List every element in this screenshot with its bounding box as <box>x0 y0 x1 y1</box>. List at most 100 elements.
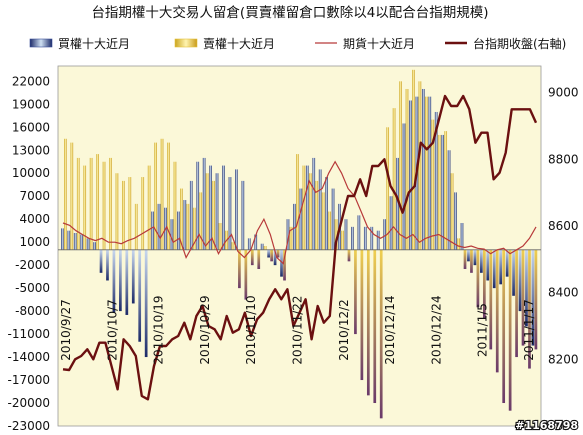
bar-put-top10 <box>83 165 87 250</box>
bar-put-top10 <box>373 249 377 404</box>
bar-put-top10 <box>263 246 267 250</box>
bar-call-top10 <box>67 230 71 250</box>
bar-put-top10 <box>489 249 493 350</box>
bar-put-top10 <box>250 249 254 266</box>
bar-put-top10 <box>270 249 273 262</box>
bar-call-top10 <box>247 238 251 250</box>
bar-call-top10 <box>151 211 154 250</box>
y-left-tick-label: -8000 <box>15 304 50 318</box>
bar-put-top10 <box>180 188 183 250</box>
bar-call-top10 <box>215 173 219 250</box>
legend-label: 買權十大近月 <box>58 37 130 51</box>
x-tick-label: 2011/1/5 <box>476 303 490 357</box>
bar-call-top10 <box>434 111 438 250</box>
bar-call-top10 <box>505 249 509 277</box>
bar-call-top10 <box>131 249 135 304</box>
bar-put-top10 <box>96 154 99 250</box>
bar-put-top10 <box>89 157 93 250</box>
bar-call-top10 <box>421 88 425 250</box>
bar-put-top10 <box>528 249 531 369</box>
bar-put-top10 <box>482 249 486 319</box>
bar-put-top10 <box>134 203 138 250</box>
y-left-tick-label: -23000 <box>7 419 50 433</box>
bar-call-top10 <box>312 157 316 250</box>
bar-put-top10 <box>283 249 286 281</box>
bar-put-top10 <box>502 249 506 404</box>
x-tick-label: 2010/10/19 <box>152 295 166 364</box>
bar-call-top10 <box>305 165 309 250</box>
bar-put-top10 <box>308 173 312 250</box>
bar-put-top10 <box>341 230 344 250</box>
bar-call-top10 <box>486 249 490 281</box>
bar-call-top10 <box>492 249 496 289</box>
bar-put-top10 <box>334 219 338 250</box>
y-left-tick-label: 1000 <box>19 235 50 249</box>
legend-label: 台指期收盤(右軸) <box>473 36 566 51</box>
bar-call-top10 <box>138 249 142 342</box>
bar-call-top10 <box>170 219 174 250</box>
bar-put-top10 <box>64 138 67 250</box>
bar-put-top10 <box>289 226 293 250</box>
legend: 買權十大近月 賣權十大近月 期貨十大近月 台指期收盤(右軸) <box>29 36 566 51</box>
bar-call-top10 <box>119 249 122 312</box>
bar-put-top10 <box>386 127 390 250</box>
bar-put-top10 <box>366 249 370 396</box>
bar-call-top10 <box>409 100 412 250</box>
bar-call-top10 <box>61 228 64 250</box>
y-right-tick-label: 8000 <box>548 419 579 433</box>
bar-call-top10 <box>106 249 109 281</box>
bar-put-top10 <box>412 69 415 250</box>
legend-label: 賣權十大近月 <box>203 36 275 51</box>
bar-call-top10 <box>112 249 116 313</box>
bar-call-top10 <box>525 249 528 327</box>
bar-put-top10 <box>521 249 525 346</box>
y-right-tick-label: 8800 <box>548 152 579 166</box>
bar-put-top10 <box>296 154 299 250</box>
y-left-tick-label: 7000 <box>19 189 50 203</box>
bar-put-top10 <box>109 157 112 250</box>
bar-put-top10 <box>495 249 499 373</box>
bar-put-top10 <box>212 180 215 250</box>
bar-put-top10 <box>238 249 241 289</box>
bar-put-top10 <box>354 249 357 335</box>
bar-call-top10 <box>293 203 296 250</box>
bar-put-top10 <box>444 131 448 250</box>
bar-call-top10 <box>86 238 90 250</box>
bar-put-top10 <box>160 138 164 250</box>
lines-layer <box>62 94 538 401</box>
bar-call-top10 <box>286 219 290 250</box>
bar-put-top10 <box>173 161 177 250</box>
bar-put-top10 <box>276 249 280 258</box>
bar-call-top10 <box>125 249 129 315</box>
annotation-id: #1168798 <box>515 419 578 432</box>
y-left-tick-label: 4000 <box>19 212 50 226</box>
bar-call-top10 <box>460 223 464 250</box>
bar-put-top10 <box>147 165 151 250</box>
bar-call-top10 <box>235 169 238 250</box>
bar-put-top10 <box>450 173 454 250</box>
bar-call-top10 <box>454 192 457 250</box>
bar-call-top10 <box>202 157 206 250</box>
bar-put-top10 <box>102 161 106 250</box>
bar-call-top10 <box>383 219 387 250</box>
legend-swatch <box>174 38 198 48</box>
bar-put-top10 <box>76 157 80 250</box>
y-left-tick-label: 13000 <box>12 143 50 157</box>
bar-call-top10 <box>479 249 483 273</box>
bar-put-top10 <box>347 249 351 262</box>
bar-call-top10 <box>267 249 270 258</box>
bar-call-top10 <box>228 177 232 250</box>
legend-swatch <box>29 38 53 48</box>
bar-put-top10 <box>315 180 319 250</box>
bar-call-top10 <box>144 249 148 358</box>
bar-call-top10 <box>389 196 393 250</box>
bar-call-top10 <box>351 226 354 250</box>
bar-put-top10 <box>244 249 248 300</box>
bar-put-top10 <box>431 119 435 250</box>
bar-call-top10 <box>183 200 187 250</box>
bar-call-top10 <box>512 249 515 296</box>
bar-call-top10 <box>376 230 380 250</box>
bar-put-top10 <box>457 238 460 250</box>
bar-call-top10 <box>299 188 303 250</box>
